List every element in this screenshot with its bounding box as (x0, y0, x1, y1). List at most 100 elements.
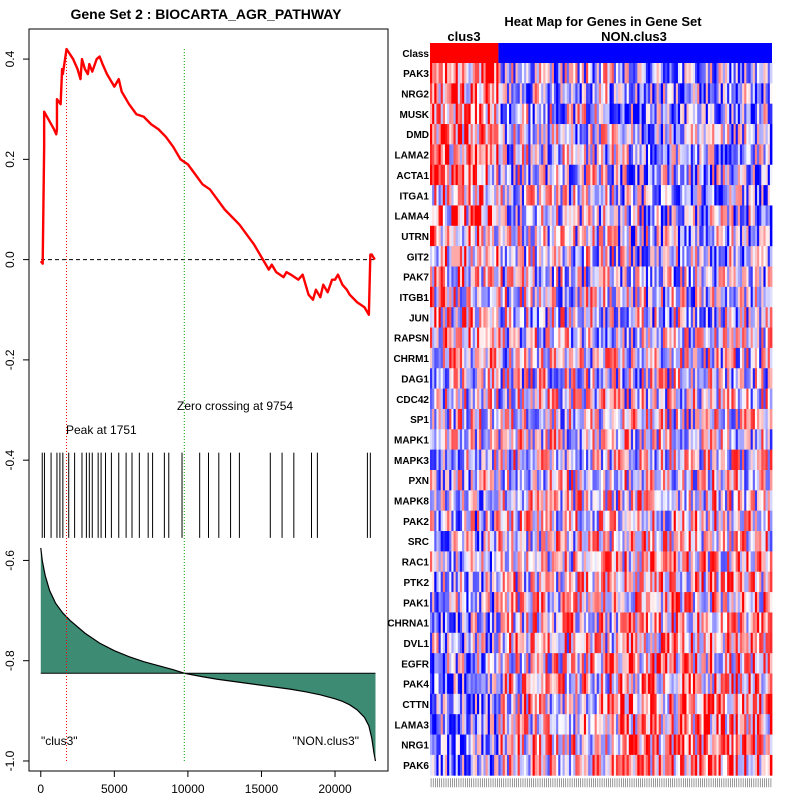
heatmap-cell (449, 551, 452, 573)
heatmap-cell (605, 246, 608, 267)
heatmap-cell (438, 307, 442, 328)
heatmap-cell (536, 307, 540, 328)
heatmap-cell (628, 83, 632, 105)
heatmap-cell (660, 246, 664, 267)
heatmap-cell (453, 632, 457, 654)
heatmap-cell (573, 490, 576, 512)
heatmap-cell (712, 388, 715, 410)
heatmap-cell (556, 368, 559, 389)
heatmap-cell (650, 408, 653, 430)
heatmap-cell (633, 510, 636, 532)
heatmap-cell (438, 327, 442, 349)
heatmap-cell (457, 286, 461, 308)
heatmap-cell (549, 653, 553, 674)
heatmap-cell (449, 144, 452, 166)
heatmap-cell (530, 551, 533, 573)
heatmap-cell (596, 673, 600, 695)
heatmap-cell (714, 347, 717, 369)
heatmap-cell (690, 124, 694, 145)
heatmap-cell (643, 551, 647, 573)
heatmap-cell (432, 327, 435, 349)
heatmap-cell (436, 531, 439, 552)
heatmap-cell (722, 63, 726, 84)
heatmap-cell (511, 470, 514, 491)
heatmap-cell (724, 185, 728, 206)
heatmap-cell (434, 103, 437, 125)
heatmap-cell (487, 368, 491, 389)
heatmap-cell (451, 286, 454, 308)
heatmap-cell (703, 470, 707, 491)
heatmap-cell (438, 205, 442, 227)
heatmap-cell (682, 571, 685, 593)
heatmap-cell (524, 307, 527, 328)
heatmap-cell (724, 571, 728, 593)
heatmap-cell (457, 673, 461, 695)
heatmap-cell (667, 144, 670, 166)
heatmap-cell (549, 307, 553, 328)
heatmap-cell (564, 246, 568, 267)
heatmap-cell (438, 347, 442, 369)
heatmap-cell (652, 266, 655, 288)
heatmap-cell (583, 164, 587, 186)
heatmap-cell (754, 368, 758, 389)
heatmap-cell (509, 531, 512, 552)
heatmap-cell (489, 347, 493, 369)
heatmap-cell (643, 408, 647, 430)
heatmap-cell (648, 632, 651, 654)
heatmap-cell (650, 490, 653, 512)
heatmap-cell (742, 551, 745, 573)
heatmap-cell (526, 571, 529, 593)
heatmap-cell (470, 408, 474, 430)
heatmap-cell (729, 531, 732, 552)
heatmap-cell (705, 408, 709, 430)
heatmap-cell (566, 408, 570, 430)
heatmap-cell (506, 347, 510, 369)
heatmap-cell (592, 307, 595, 328)
heatmap-cell (675, 531, 679, 552)
heatmap-cell (438, 612, 442, 634)
heatmap-cell (611, 571, 615, 593)
heatmap-cell (765, 449, 769, 471)
heatmap-cell (558, 164, 561, 186)
heatmap-cell (701, 429, 704, 451)
heatmap-cell (498, 632, 501, 654)
heatmap-cell (558, 653, 561, 674)
heatmap-cell (742, 388, 745, 410)
heatmap-cell (673, 327, 677, 349)
heatmap-cell (641, 164, 645, 186)
heatmap-cell (656, 632, 660, 654)
heatmap-cell (645, 368, 649, 389)
heatmap-cell (442, 185, 446, 206)
heatmap-cell (489, 63, 493, 84)
heatmap-cell (487, 286, 491, 308)
heatmap-cell (641, 103, 645, 125)
heatmap-cell (671, 246, 675, 267)
heatmap-cell (511, 368, 514, 389)
heatmap-cell (551, 327, 555, 349)
heatmap-cell (667, 632, 670, 654)
heatmap-cell (727, 632, 730, 654)
heatmap-cell (430, 653, 433, 674)
heatmap-cell (598, 551, 602, 573)
heatmap-cell (553, 531, 557, 552)
heatmap-cell (545, 185, 548, 206)
heatmap-cell (750, 612, 754, 634)
heatmap-cell (641, 205, 645, 227)
heatmap-cell (506, 286, 510, 308)
heatmap-cell (592, 531, 595, 552)
heatmap-cell (513, 266, 516, 288)
heatmap-cell (515, 327, 519, 349)
heatmap-cell (618, 327, 621, 349)
heatmap-cell (590, 408, 593, 430)
heatmap-cell (558, 490, 561, 512)
heatmap-cell (547, 653, 551, 674)
heatmap-cell (515, 571, 519, 593)
heatmap-cell (601, 592, 604, 613)
heatmap-cell (455, 408, 459, 430)
heatmap-cell (455, 83, 459, 105)
heatmap-cell (692, 164, 696, 186)
heatmap-cell (729, 266, 732, 288)
heatmap-cell (466, 246, 469, 267)
heatmap-cell (474, 63, 478, 84)
heatmap-cell (449, 449, 452, 471)
